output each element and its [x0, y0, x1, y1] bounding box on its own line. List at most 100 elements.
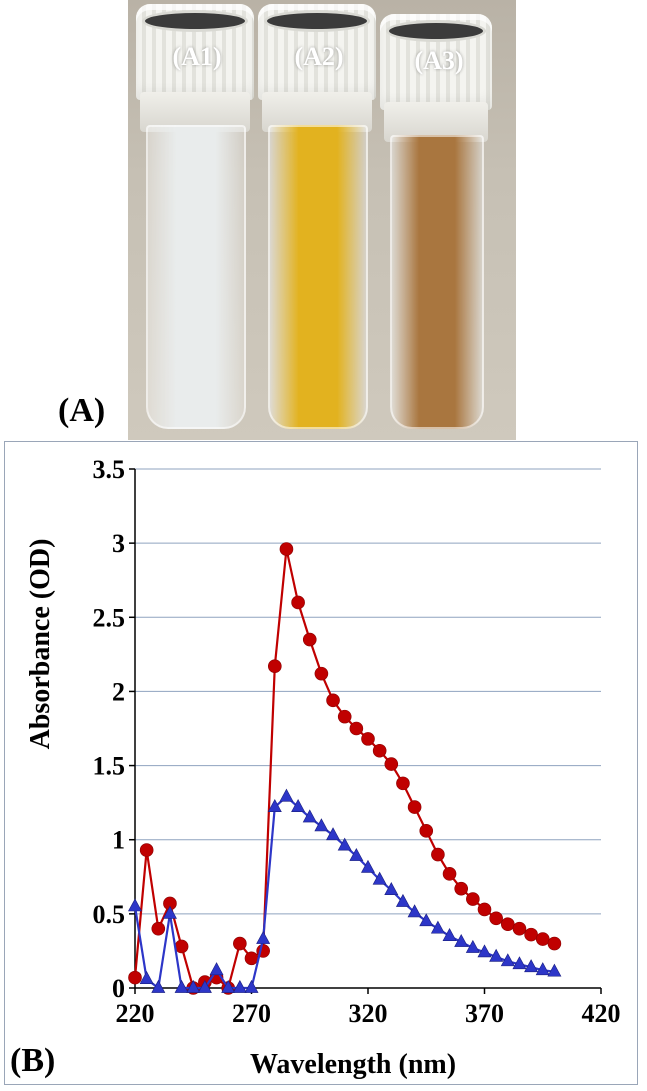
- data-point: [139, 971, 154, 984]
- data-point: [151, 921, 166, 936]
- vial-label: (A1): [172, 42, 222, 71]
- data-point: [174, 979, 189, 993]
- data-point: [535, 932, 550, 946]
- data-point: [500, 917, 515, 932]
- data-point: [489, 911, 503, 926]
- data-point: [384, 757, 399, 771]
- data-point: [535, 962, 550, 976]
- data-point: [372, 871, 387, 885]
- data-point: [547, 963, 562, 977]
- data-point: [128, 970, 142, 985]
- data-point: [407, 904, 422, 918]
- data-point: [314, 666, 329, 681]
- data-point: [162, 905, 177, 919]
- data-point: [221, 979, 236, 993]
- data-point: [361, 732, 375, 746]
- vial-cap: [258, 4, 376, 100]
- data-point: [337, 837, 352, 851]
- data-point: [431, 847, 445, 862]
- panel-label-b: (B): [10, 1042, 56, 1079]
- data-point: [512, 921, 527, 936]
- chart-svg: 0 0.5 1 1.5 2 2.5 3 3.5 220 270 320 370 420 Absorban…: [25, 455, 621, 1080]
- data-point: [454, 881, 469, 896]
- series: [127, 542, 562, 995]
- y-tick-label: 0: [112, 974, 125, 1003]
- data-point: [233, 936, 247, 951]
- x-tick-label: 220: [116, 999, 155, 1028]
- y-tick-label: 2: [112, 677, 125, 706]
- data-point: [232, 979, 247, 993]
- data-point: [279, 542, 294, 556]
- vial-liquid: [390, 135, 484, 429]
- data-point: [372, 743, 387, 758]
- data-point: [419, 913, 434, 927]
- data-point: [547, 936, 562, 951]
- data-point: [396, 776, 410, 791]
- data-point: [477, 902, 492, 917]
- data-point: [500, 953, 515, 967]
- vial-label: (A3): [414, 46, 464, 75]
- data-point: [139, 843, 154, 857]
- data-point: [209, 962, 224, 976]
- data-point: [326, 827, 341, 841]
- y-tick-label: 3: [112, 529, 125, 558]
- vial-liquid: [268, 125, 368, 429]
- data-point: [454, 933, 469, 947]
- y-tick-label: 1.5: [93, 752, 126, 781]
- data-point: [127, 898, 143, 912]
- y-tick-label: 2.5: [93, 603, 126, 632]
- x-tick-label: 370: [465, 999, 504, 1028]
- data-point: [302, 632, 317, 647]
- x-tick-label: 420: [582, 999, 621, 1028]
- vials-photo: (A1) (A2) (A3): [128, 0, 516, 440]
- data-point: [314, 818, 329, 832]
- data-point: [489, 948, 504, 962]
- data-point: [442, 867, 457, 881]
- data-point: [349, 847, 364, 861]
- vial-cap: [136, 4, 254, 100]
- data-point: [337, 709, 352, 724]
- vial-a3: (A3): [380, 10, 498, 440]
- data-point: [197, 979, 212, 993]
- data-point: [524, 959, 539, 973]
- y-axis-label: Absorbance (OD): [25, 539, 56, 750]
- data-point: [384, 882, 399, 895]
- data-point: [267, 659, 282, 674]
- vial-cap: [380, 14, 492, 110]
- data-point: [477, 944, 492, 958]
- y-tick-label: 3.5: [93, 455, 126, 484]
- data-point: [465, 939, 480, 953]
- vial-label: (A2): [294, 42, 344, 71]
- data-point: [186, 979, 201, 993]
- vial-liquid: [146, 125, 246, 429]
- data-point: [291, 799, 306, 812]
- data-point: [407, 800, 422, 814]
- data-point: [151, 979, 166, 993]
- data-point: [302, 809, 317, 823]
- panel-label-a: (A): [58, 392, 106, 429]
- x-axis-label: Wavelength (nm): [250, 1049, 456, 1080]
- axes: 0 0.5 1 1.5 2 2.5 3 3.5 220 270 320 370 420: [93, 455, 621, 1028]
- data-point: [326, 693, 340, 708]
- absorbance-chart: 0 0.5 1 1.5 2 2.5 3 3.5 220 270 320 370 420 Absorban…: [4, 441, 638, 1085]
- vial-a2: (A2): [258, 0, 380, 440]
- gridlines: [135, 468, 601, 915]
- vial-a1: (A1): [136, 0, 258, 440]
- x-tick-label: 270: [232, 999, 271, 1028]
- y-tick-label: 1: [112, 826, 125, 855]
- data-point: [442, 928, 457, 941]
- data-point: [395, 893, 410, 907]
- data-point: [267, 799, 282, 812]
- y-tick-label: 0.5: [93, 900, 126, 929]
- data-point: [360, 859, 376, 873]
- data-point: [430, 920, 445, 934]
- data-point: [174, 939, 189, 954]
- data-point: [349, 721, 364, 736]
- data-point: [279, 788, 294, 802]
- data-point: [256, 930, 271, 944]
- data-point: [419, 824, 434, 838]
- data-point: [244, 979, 259, 993]
- data-point: [291, 595, 305, 610]
- data-point: [244, 951, 259, 966]
- data-point: [512, 956, 527, 970]
